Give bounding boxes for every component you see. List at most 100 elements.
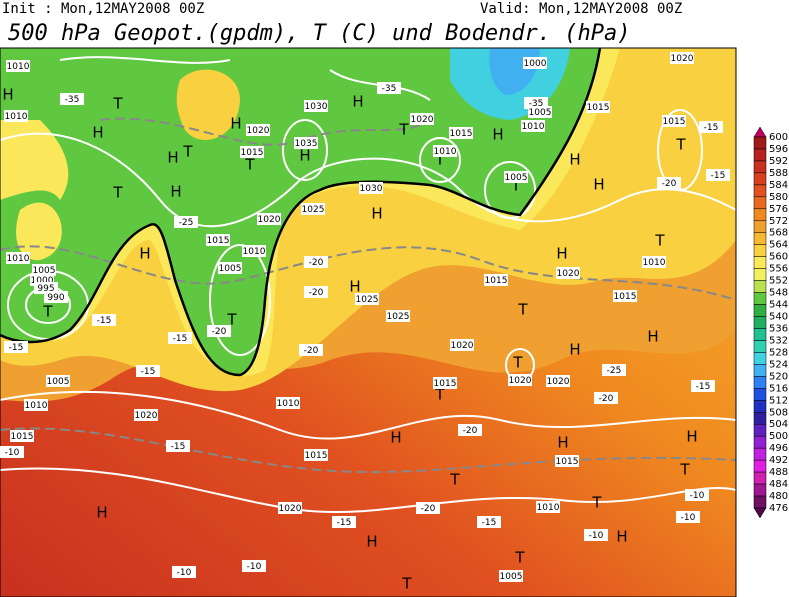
- contour-label: 1025: [356, 295, 379, 305]
- high-pressure-marker: H: [366, 533, 377, 551]
- contour-label: -15: [696, 382, 711, 392]
- contour-label: 1005: [219, 264, 242, 274]
- valid-time: Valid: Mon,12MAY2008 00Z: [480, 1, 682, 17]
- low-pressure-marker: T: [679, 461, 690, 479]
- label-box: [386, 310, 410, 322]
- contour-label: 1030: [305, 102, 328, 112]
- colorbar-swatch: [753, 208, 767, 222]
- label-box: [240, 146, 264, 158]
- colorbar-swatch: [753, 220, 767, 233]
- contour-label: 1010: [25, 401, 48, 411]
- colorbar-swatch: [753, 459, 767, 473]
- high-pressure-marker: H: [96, 504, 107, 522]
- low-pressure-marker: T: [654, 232, 665, 250]
- colorbar-label: 496: [769, 443, 788, 454]
- map-title: 500 hPa Geopot.(gpdm), T (C) und Bodendr…: [8, 21, 631, 46]
- contour-label: 1010: [243, 247, 266, 257]
- contour-label: -15: [141, 367, 156, 377]
- high-pressure-marker: H: [139, 245, 150, 263]
- contour-label: -35: [382, 84, 397, 94]
- contour-label: 1010: [522, 122, 545, 132]
- label-box: [355, 293, 379, 305]
- colorbar-swatch: [753, 495, 767, 509]
- colorbar-label: 548: [769, 288, 788, 299]
- low-pressure-marker: T: [675, 136, 686, 154]
- contour-label: 1010: [7, 254, 30, 264]
- contour-label: 1005: [529, 108, 552, 118]
- label-box: [586, 101, 610, 113]
- contour-label: 1000: [31, 276, 54, 286]
- colorbar-label: 540: [769, 312, 788, 323]
- high-pressure-marker: H: [170, 183, 181, 201]
- contour-label: 1015: [485, 276, 508, 286]
- label-box: [449, 127, 473, 139]
- label-box: [450, 339, 474, 351]
- low-pressure-marker: T: [42, 303, 53, 321]
- colorbar-label: 596: [769, 144, 788, 155]
- label-box: [294, 137, 318, 149]
- contour-label: -15: [482, 518, 497, 528]
- contour-label: 1005: [500, 572, 523, 582]
- label-box: [410, 113, 434, 125]
- label-box: [44, 291, 68, 303]
- colorbar-label: 476: [769, 503, 788, 514]
- label-box: [276, 397, 300, 409]
- contour-label: -15: [9, 343, 24, 353]
- low-pressure-marker: T: [226, 311, 237, 329]
- label-box: [499, 570, 523, 582]
- contour-label: 1005: [33, 266, 56, 276]
- label-box: [134, 409, 158, 421]
- label-box: [556, 267, 580, 279]
- low-pressure-marker: T: [512, 354, 523, 372]
- label-box: [92, 314, 116, 326]
- colorbar-top-arrow: [753, 126, 767, 138]
- label-box: [523, 57, 547, 69]
- colorbar-label: 572: [769, 216, 788, 227]
- contour-label: 1015: [587, 103, 610, 113]
- colorbar: 6005965925885845805765725685645605565525…: [753, 126, 788, 519]
- colorbar-swatch: [753, 412, 767, 425]
- colorbar-swatch: [753, 244, 767, 257]
- label-box: [299, 344, 323, 356]
- contour-label: 1020: [509, 376, 532, 386]
- label-box: [32, 264, 56, 276]
- label-box: [546, 375, 570, 387]
- contour-label: -20: [662, 179, 677, 189]
- contour-label: -15: [173, 334, 188, 344]
- label-box: [528, 106, 552, 118]
- label-box: [304, 100, 328, 112]
- colorbar-label: 580: [769, 192, 788, 203]
- colorbar-label: 488: [769, 467, 788, 478]
- label-box: [166, 440, 190, 452]
- high-pressure-marker: H: [92, 124, 103, 142]
- label-box: [301, 203, 325, 215]
- colorbar-swatch: [753, 292, 767, 305]
- label-box: [594, 392, 618, 404]
- high-pressure-marker: H: [556, 245, 567, 263]
- contour-label: -15: [97, 316, 112, 326]
- contour-label: 1010: [643, 258, 666, 268]
- contour-label: 1015: [614, 292, 637, 302]
- label-box: [433, 145, 457, 157]
- map-area: [0, 48, 736, 597]
- colorbar-label: 544: [769, 300, 788, 311]
- high-pressure-marker: H: [349, 278, 360, 296]
- contour-label: -25: [607, 366, 622, 376]
- low-pressure-marker: T: [510, 177, 521, 195]
- colorbar-swatch: [753, 184, 767, 198]
- contour-label: 1025: [387, 312, 410, 322]
- colorbar-label: 600: [769, 132, 788, 143]
- colorbar-swatch: [753, 316, 767, 329]
- label-box: [642, 256, 666, 268]
- contour-label: 1000: [524, 59, 547, 69]
- low-pressure-marker: T: [401, 575, 412, 593]
- contour-label: 1020: [451, 341, 474, 351]
- map-frame: [0, 47, 737, 597]
- low-pressure-marker: T: [398, 121, 409, 139]
- label-box: [359, 182, 383, 194]
- contour-label: -20: [421, 504, 436, 514]
- contour-label: 1020: [547, 377, 570, 387]
- label-box: [521, 120, 545, 132]
